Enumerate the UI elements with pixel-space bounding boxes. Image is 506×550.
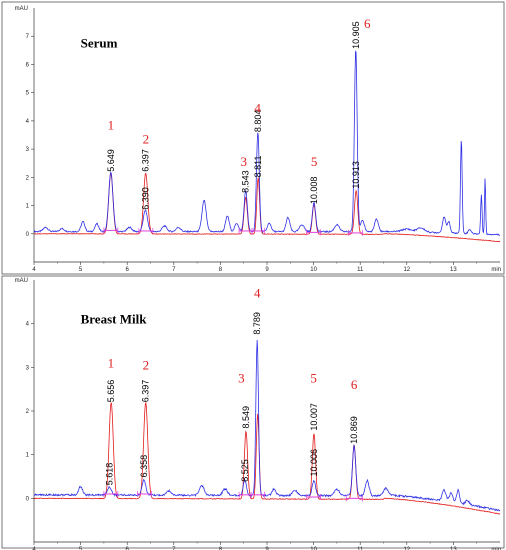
- y-tick-label: 5: [26, 91, 30, 97]
- x-tick-label: 11: [357, 267, 364, 273]
- x-tick-label: 12: [403, 547, 410, 550]
- peak-number: 5: [310, 371, 317, 386]
- y-tick-label: 1: [26, 204, 30, 210]
- peak-number: 2: [143, 131, 150, 146]
- x-axis-unit: min: [491, 267, 501, 273]
- y-tick-label: 0: [26, 232, 30, 238]
- x-tick-label: 13: [450, 547, 457, 550]
- y-tick-label: 4: [26, 322, 30, 328]
- y-tick-label: 1: [26, 453, 30, 459]
- x-tick-label: 7: [172, 267, 176, 273]
- peak-number: 5: [311, 154, 318, 169]
- x-tick-label: 4: [32, 267, 36, 273]
- retention-time-label: 8.811: [253, 155, 263, 177]
- chart-title: Breast Milk: [81, 312, 148, 327]
- retention-time-label: 5.649: [106, 149, 116, 172]
- peak-number: 4: [254, 100, 261, 115]
- retention-time-label: 8.543: [241, 170, 251, 193]
- retention-time-label: 10.007: [309, 403, 319, 431]
- x-tick-label: 11: [357, 547, 364, 550]
- peak-number: 6: [351, 377, 358, 392]
- y-tick-label: 7: [26, 34, 30, 40]
- retention-time-label: 6.358: [139, 455, 149, 478]
- x-tick-label: 8: [219, 267, 223, 273]
- x-tick-label: 5: [79, 267, 83, 273]
- y-tick-label: 2: [26, 175, 30, 181]
- y-tick-label: 0: [26, 496, 30, 502]
- x-tick-label: 9: [265, 267, 269, 273]
- x-tick-label: 6: [126, 267, 130, 273]
- retention-time-label: 6.397: [141, 380, 151, 403]
- red-trace: [33, 402, 501, 515]
- y-tick-label: 3: [26, 147, 30, 153]
- blue-trace: [33, 340, 501, 512]
- retention-time-label: 8.549: [241, 406, 251, 429]
- y-tick-label: 2: [26, 409, 30, 415]
- retention-time-label: 10.905: [351, 21, 361, 49]
- x-tick-label: 9: [265, 547, 269, 550]
- retention-time-label: 10.008: [309, 177, 319, 205]
- retention-time-label: 5.656: [106, 380, 116, 403]
- y-axis-unit: mAU: [15, 278, 28, 284]
- y-tick-label: 4: [26, 119, 30, 125]
- panel-frame: [1, 275, 505, 549]
- peak-number: 4: [254, 285, 261, 300]
- y-tick-label: 3: [26, 365, 30, 371]
- retention-time-label: 10.869: [349, 416, 359, 444]
- retention-time-label: 6.397: [141, 149, 151, 172]
- x-tick-label: 5: [79, 547, 83, 550]
- peak-number: 1: [108, 355, 115, 370]
- peak-number: 3: [238, 371, 245, 386]
- blue-trace: [33, 50, 501, 236]
- x-tick-label: 10: [310, 267, 317, 273]
- panel-frame: [1, 1, 505, 275]
- y-tick-label: 6: [26, 62, 30, 68]
- x-tick-label: 4: [32, 547, 36, 550]
- x-tick-label: 12: [403, 267, 410, 273]
- retention-time-label: 5.618: [104, 463, 114, 486]
- retention-time-label: 8.789: [252, 312, 262, 335]
- x-tick-label: 13: [450, 267, 457, 273]
- y-axis-unit: mAU: [15, 6, 28, 12]
- retention-time-label: 8.525: [240, 459, 250, 482]
- peak-number: 2: [143, 358, 150, 373]
- retention-time-label: 8.804: [253, 110, 263, 133]
- x-tick-label: 8: [219, 547, 223, 550]
- x-tick-label: 6: [126, 547, 130, 550]
- peak-number: 1: [108, 117, 115, 132]
- x-axis-unit: min: [491, 547, 501, 550]
- chart-title: Serum: [81, 36, 118, 51]
- peak-number: 3: [240, 154, 247, 169]
- retention-time-label: 10.006: [309, 449, 319, 477]
- x-tick-label: 7: [172, 547, 176, 550]
- retention-time-label: 6.390: [140, 187, 150, 210]
- x-tick-label: 10: [310, 547, 317, 550]
- peak-number: 6: [364, 16, 371, 31]
- retention-time-label: 10.913: [351, 161, 361, 189]
